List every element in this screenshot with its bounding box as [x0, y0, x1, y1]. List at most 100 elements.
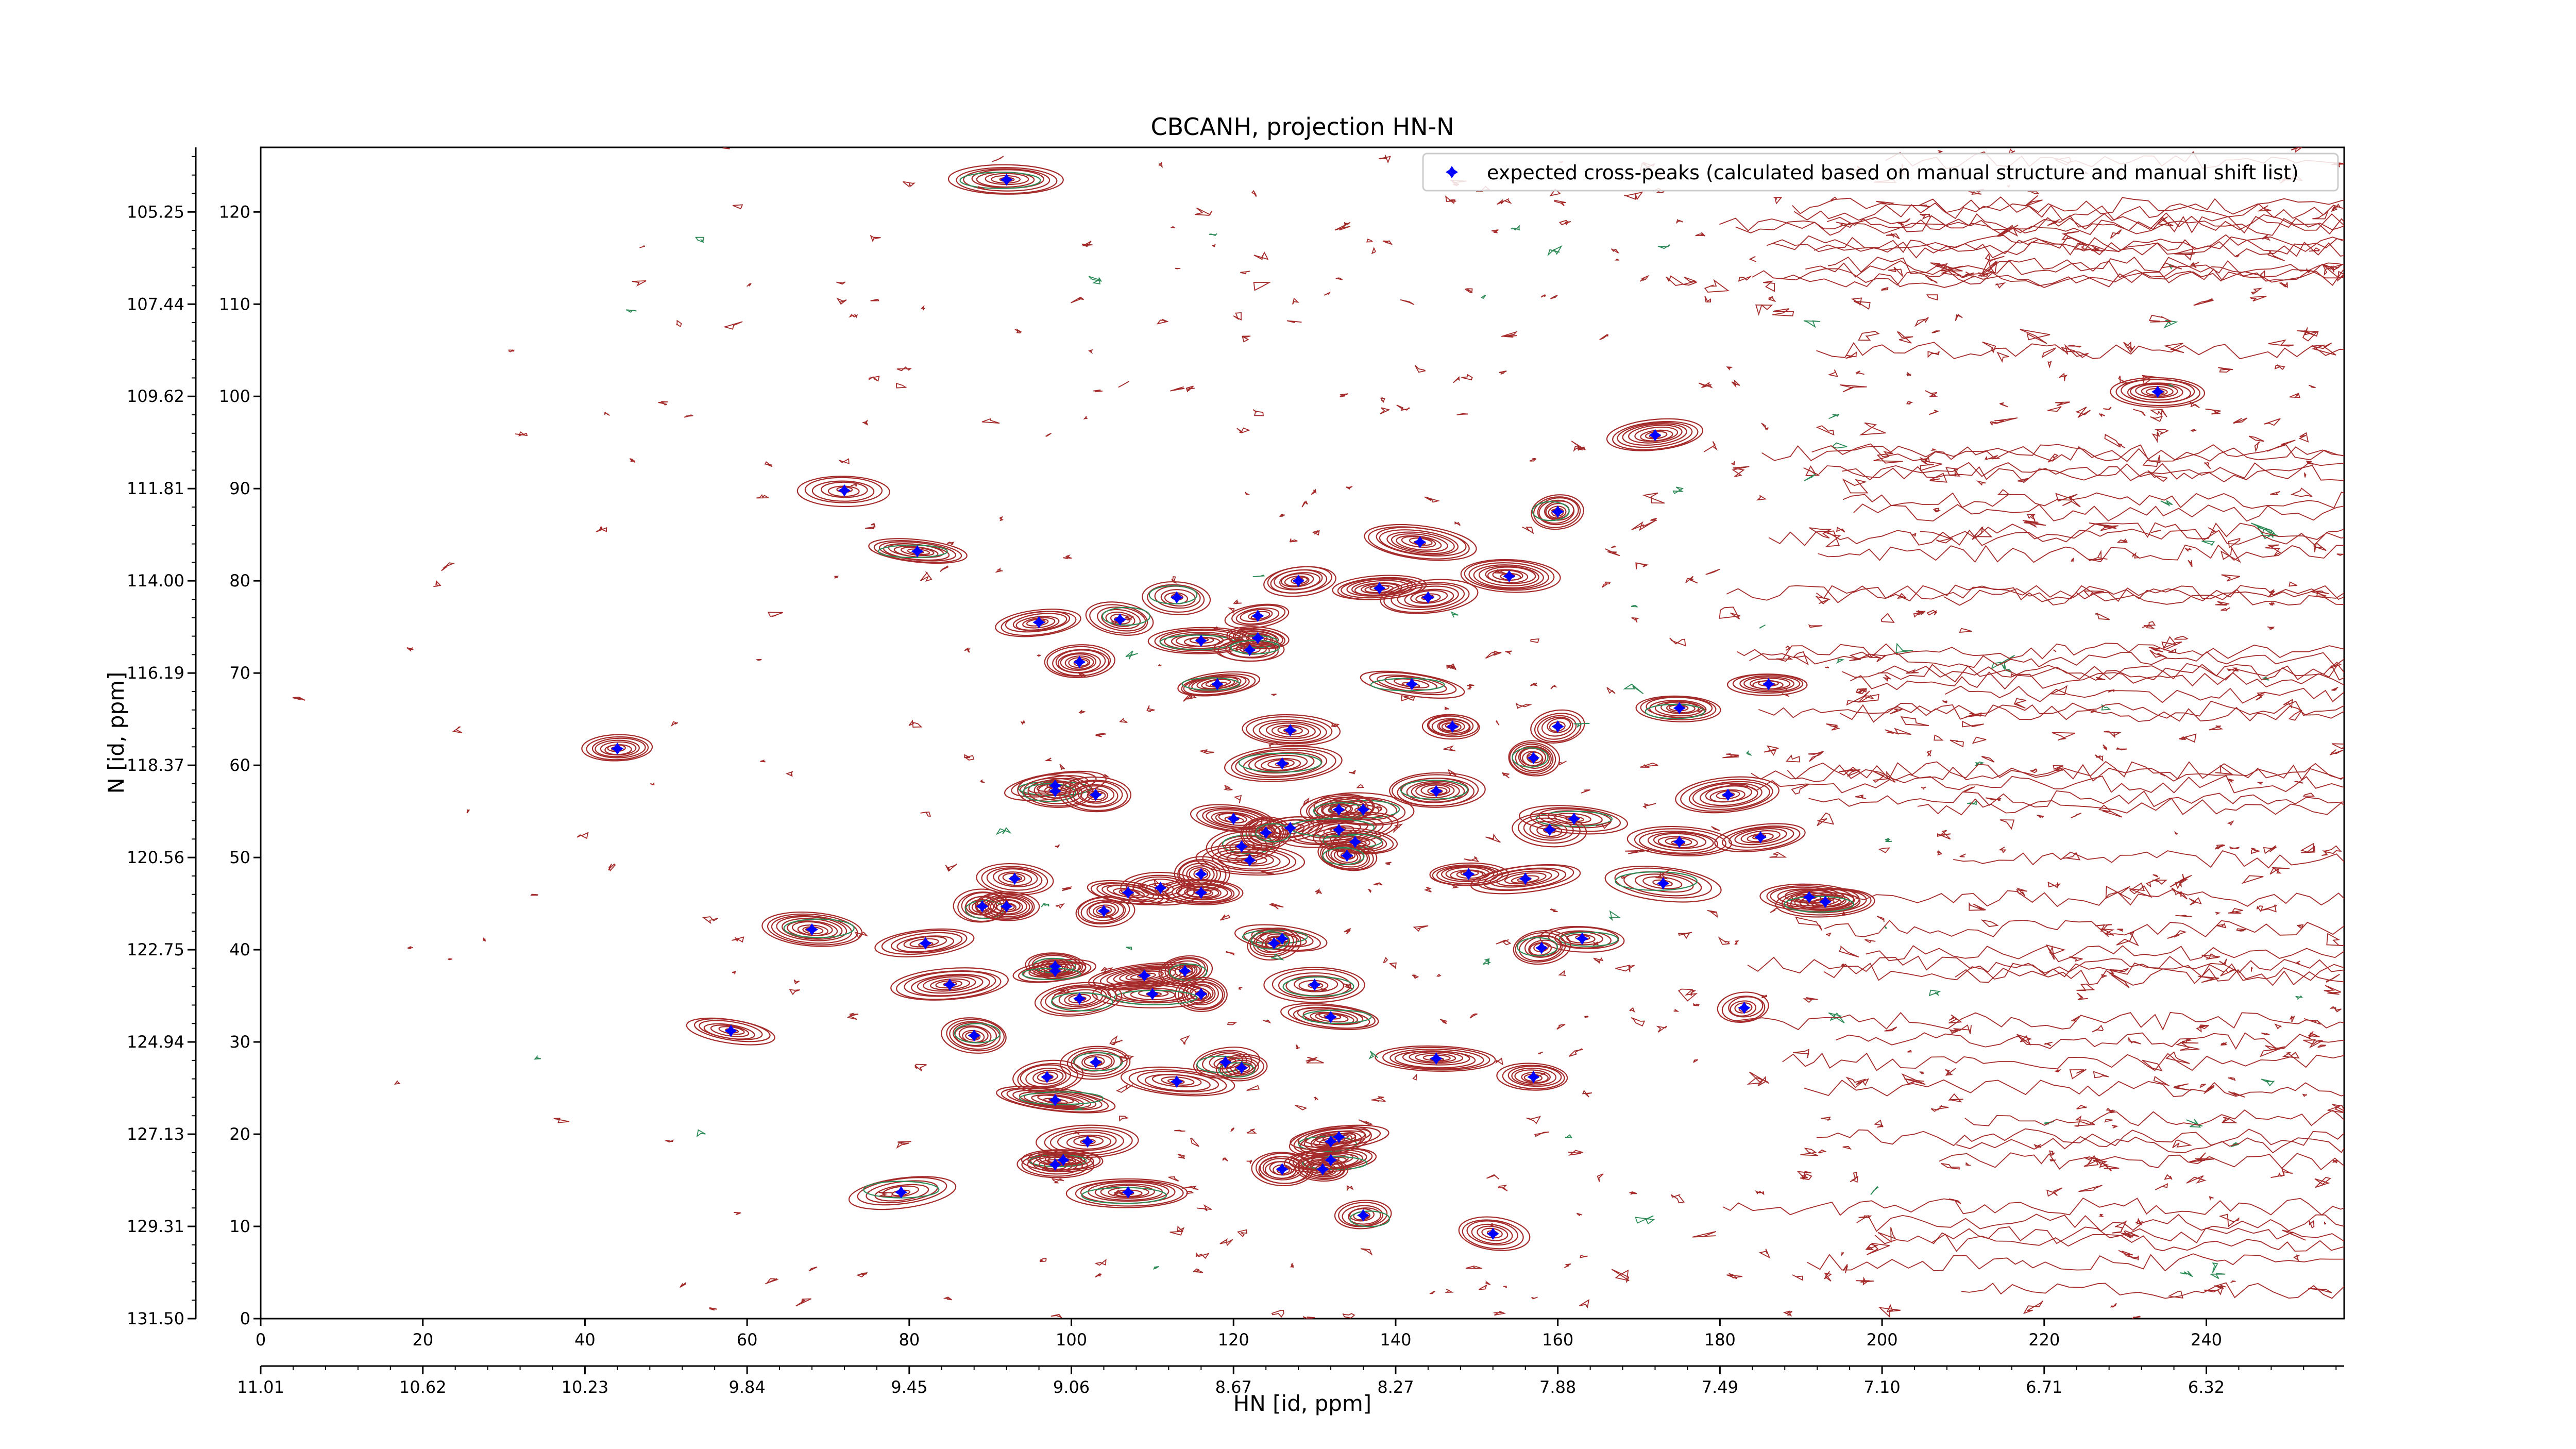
chart-title: CBCANH, projection HN-N: [1150, 113, 1454, 141]
cross-peak-marker: [1178, 965, 1191, 978]
x-tick-label: 0: [256, 1330, 266, 1350]
x-ppm-tick-label: 8.27: [1377, 1377, 1414, 1397]
x-ppm-tick-label: 11.01: [237, 1377, 284, 1397]
cross-peak-marker: [1462, 868, 1475, 881]
cross-peak-marker: [1251, 610, 1264, 622]
legend-box: [1422, 153, 2339, 192]
cross-peak-marker: [1503, 570, 1516, 583]
cross-peak-marker: [895, 1186, 908, 1199]
cross-peak-marker: [1657, 877, 1670, 890]
x-ppm-tick-label: 6.71: [2026, 1377, 2062, 1397]
cross-peak-marker: [1649, 429, 1662, 442]
cross-peak-marker: [1211, 678, 1224, 690]
cross-peak-marker: [1341, 849, 1353, 862]
x-tick-label: 100: [1056, 1330, 1087, 1350]
cross-peak-marker: [1284, 821, 1297, 834]
cross-peak-marker: [1332, 803, 1345, 816]
y-axis-label: N [id, ppm]: [104, 672, 129, 794]
x-ppm-tick-label: 9.84: [728, 1377, 765, 1397]
cross-peak-marker: [1325, 1135, 1337, 1148]
x-ppm-tick-label: 7.88: [1539, 1377, 1576, 1397]
cross-peak-marker: [1349, 835, 1362, 848]
cross-peak-marker: [1819, 896, 1832, 908]
y-ppm-tick-label: 127.13: [127, 1124, 184, 1144]
cross-peak-marker: [1551, 506, 1564, 518]
cross-peak-marker: [1722, 788, 1735, 801]
x-ppm-tick-label: 9.06: [1053, 1377, 1090, 1397]
x-tick-label: 20: [412, 1330, 433, 1350]
cross-peak-marker: [968, 1029, 980, 1042]
y-tick-label: 100: [219, 386, 250, 406]
cross-peak-marker: [1138, 969, 1151, 982]
cross-peak-marker: [1575, 932, 1588, 945]
cross-peak-marker: [1551, 720, 1564, 733]
cross-peak-marker: [1171, 1075, 1183, 1088]
x-tick-label: 60: [737, 1330, 758, 1350]
plot-area: [260, 146, 2345, 1320]
cross-peak-marker: [1762, 678, 1775, 690]
cross-peak-marker: [1260, 826, 1273, 839]
cross-peak-marker: [1332, 1131, 1345, 1143]
y-tick-label: 30: [229, 1032, 250, 1052]
cross-peak-marker: [1195, 634, 1208, 647]
cross-peak-marker: [1073, 655, 1086, 668]
legend-label: expected cross-peaks (calculated based o…: [1487, 161, 2299, 184]
cross-peak-marker: [611, 742, 624, 755]
y-ppm-tick-label: 107.44: [127, 294, 184, 314]
y-tick-label: 120: [219, 202, 250, 222]
cross-peak-marker: [1276, 932, 1289, 945]
cross-peak-marker: [911, 545, 924, 558]
cross-peak-marker: [1008, 872, 1021, 885]
legend: expected cross-peaks (calculated based o…: [1422, 153, 2339, 192]
cross-peak-marker: [943, 979, 956, 991]
y-ppm-tick-label: 114.00: [127, 571, 184, 591]
cross-peak-marker: [1373, 582, 1386, 595]
cross-peak-marker: [1284, 724, 1297, 737]
y-ppm-tick-label: 105.25: [127, 202, 184, 222]
cross-peak-marker: [1049, 1093, 1062, 1106]
cross-peak-marker: [1146, 988, 1159, 1000]
y-ppm-tick-label: 109.62: [127, 386, 184, 406]
x-ppm-tick-label: 9.45: [891, 1377, 927, 1397]
cross-peak-marker: [1243, 854, 1256, 867]
cross-peak-marker: [1754, 831, 1767, 844]
y-tick-label: 60: [229, 755, 250, 775]
cross-peak-marker: [1089, 1056, 1102, 1069]
y-ppm-tick-label: 116.19: [127, 663, 184, 683]
x-tick-label: 240: [2191, 1330, 2222, 1350]
y-ppm-tick-label: 124.94: [127, 1032, 184, 1052]
cross-peak-marker: [1568, 812, 1581, 825]
noise-contours: [292, 147, 2344, 1319]
x-axis-ppm: 11.01 10.62 10.23 9.84 9.45 9.06 8.67 8.27 7.88 7…: [237, 1365, 2344, 1397]
x-ppm-tick-label: 10.62: [399, 1377, 447, 1397]
cross-peak-marker: [1154, 882, 1167, 895]
cross-peak-marker: [1243, 644, 1256, 656]
cross-peak-marker: [1543, 823, 1556, 836]
cross-peak-marker: [1803, 891, 1816, 904]
cross-peak-marker: [1421, 591, 1434, 604]
cross-peak-marker: [1195, 868, 1208, 881]
cross-peak-marker: [1486, 1227, 1499, 1240]
cross-peak-marker: [1357, 803, 1369, 816]
x-tick-label: 220: [2028, 1330, 2060, 1350]
cross-peak-marker: [1049, 1158, 1062, 1171]
cross-peak-marker: [1114, 613, 1126, 626]
x-tick-label: 140: [1380, 1330, 1411, 1350]
cross-peak-marker: [1057, 1154, 1070, 1167]
cross-peak-marker: [1195, 886, 1208, 899]
cross-peak-marker: [1414, 536, 1427, 548]
x-tick-label: 180: [1704, 1330, 1736, 1350]
y-tick-label: 70: [229, 663, 250, 683]
y-ppm-tick-label: 120.56: [127, 848, 184, 867]
y-tick-label: 90: [229, 479, 250, 498]
x-tick-label: 80: [899, 1330, 920, 1350]
cross-peak-marker: [724, 1024, 737, 1037]
y-tick-label: 0: [240, 1309, 250, 1328]
y-tick-label: 80: [229, 571, 250, 591]
x-ppm-tick-label: 6.32: [2188, 1377, 2225, 1397]
cross-peak-marker: [1292, 575, 1305, 587]
cross-peak-marker: [1049, 965, 1062, 978]
cross-peak-marker: [1041, 1071, 1054, 1084]
cross-peak-marker: [1673, 835, 1686, 848]
cross-peak-marker: [1195, 988, 1208, 1000]
